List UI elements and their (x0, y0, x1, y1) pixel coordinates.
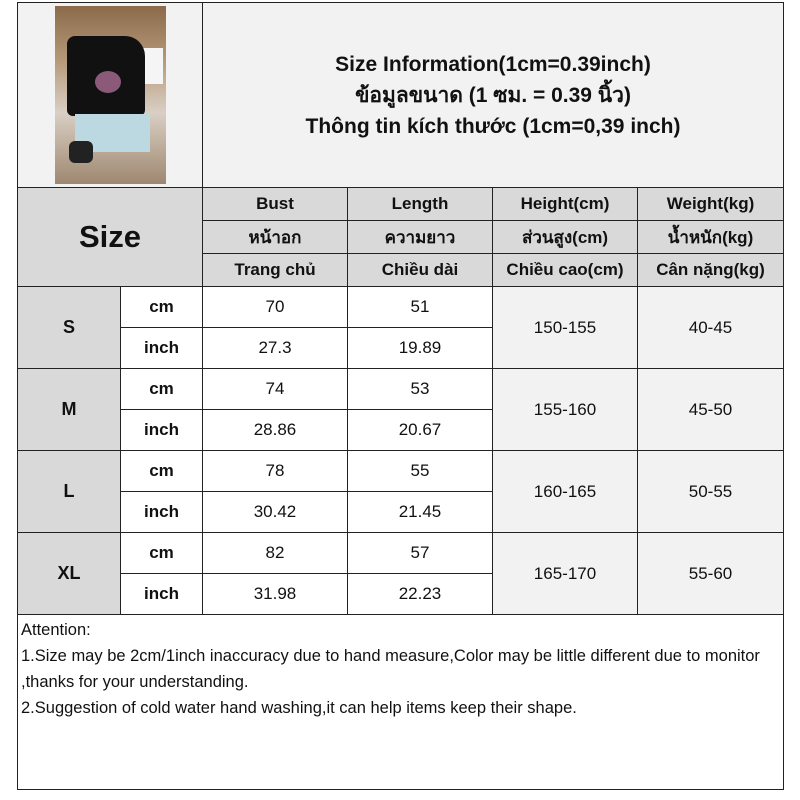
size-header: Size (17, 187, 203, 287)
note-item-1: 1.Size may be 2cm/1inch inaccuracy due t… (21, 647, 760, 691)
header-bust-en: Bust (202, 187, 348, 221)
bust-cm: 82 (202, 532, 348, 574)
unit-cm: cm (120, 368, 203, 410)
length-cm: 57 (347, 532, 493, 574)
bust-cm: 74 (202, 368, 348, 410)
table-row: inch 30.42 21.45 (18, 491, 784, 533)
unit-cm: cm (120, 532, 203, 574)
attention-notes: Attention: 1.Size may be 2cm/1inch inacc… (16, 614, 785, 790)
header-weight-vi: Cân nặng(kg) (636, 253, 785, 287)
header-height-th: ส่วนสูง(cm) (492, 220, 638, 254)
unit-cm: cm (120, 286, 203, 328)
length-inch: 22.23 (347, 573, 493, 615)
unit-inch: inch (120, 409, 203, 451)
size-label: S (17, 286, 121, 369)
bust-cm: 78 (202, 450, 348, 492)
bust-cm: 70 (202, 286, 348, 328)
unit-inch: inch (120, 573, 203, 615)
header-height-en: Height(cm) (492, 187, 638, 221)
table-row: L cm 78 55 160-165 50-55 (17, 450, 785, 533)
title-thai: ข้อมูลขนาด (1 ซม. = 0.39 นิ้ว) (355, 83, 631, 107)
length-inch: 20.67 (347, 409, 493, 451)
header-bust-th: หน้าอก (202, 220, 348, 254)
size-label: M (17, 368, 121, 451)
height-range: 160-165 (492, 450, 638, 533)
weight-range: 40-45 (636, 286, 785, 369)
header-weight-th: น้ำหนัก(kg) (636, 220, 785, 254)
table-row: XL cm 82 57 165-170 55-60 (17, 532, 785, 615)
unit-cm: cm (120, 450, 203, 492)
height-range: 155-160 (492, 368, 638, 451)
table-row: M cm 74 53 155-160 45-50 (17, 368, 785, 451)
table-row: inch 27.3 19.89 (18, 327, 784, 369)
table-row: S cm 70 51 150-155 40-45 (17, 286, 785, 369)
length-cm: 51 (347, 286, 493, 328)
bust-inch: 31.98 (202, 573, 348, 615)
title-english: Size Information(1cm=0.39inch) (335, 52, 651, 76)
notes-heading: Attention: (21, 621, 91, 639)
table-row: inch 31.98 22.23 (18, 573, 784, 615)
bust-inch: 27.3 (202, 327, 348, 369)
length-inch: 21.45 (347, 491, 493, 533)
height-range: 150-155 (492, 286, 638, 369)
note-item-2: 2.Suggestion of cold water hand washing,… (21, 699, 577, 717)
table-row: inch 28.86 20.67 (18, 409, 784, 451)
header-length-en: Length (347, 187, 493, 221)
header-length-th: ความยาว (347, 220, 493, 254)
size-chart-table: Size Information(1cm=0.39inch) ข้อมูลขนา… (16, 2, 785, 790)
unit-inch: inch (120, 327, 203, 369)
bust-inch: 30.42 (202, 491, 348, 533)
bust-inch: 28.86 (202, 409, 348, 451)
header-bust-vi: Trang chủ (202, 253, 348, 287)
unit-inch: inch (120, 491, 203, 533)
weight-range: 50-55 (636, 450, 785, 533)
title-vietnamese: Thông tin kích thước (1cm=0,39 inch) (305, 114, 681, 138)
weight-range: 55-60 (636, 532, 785, 615)
size-information-title: Size Information(1cm=0.39inch) ข้อมูลขนา… (201, 2, 785, 188)
product-photo-cell (17, 2, 203, 188)
product-photo (54, 6, 166, 184)
size-label: L (17, 450, 121, 533)
length-cm: 55 (347, 450, 493, 492)
height-range: 165-170 (492, 532, 638, 615)
header-height-vi: Chiều cao(cm) (492, 253, 638, 287)
header-length-vi: Chiều dài (347, 253, 493, 287)
header-weight-en: Weight(kg) (636, 187, 785, 221)
size-label: XL (17, 532, 121, 615)
weight-range: 45-50 (636, 368, 785, 451)
length-cm: 53 (347, 368, 493, 410)
length-inch: 19.89 (347, 327, 493, 369)
